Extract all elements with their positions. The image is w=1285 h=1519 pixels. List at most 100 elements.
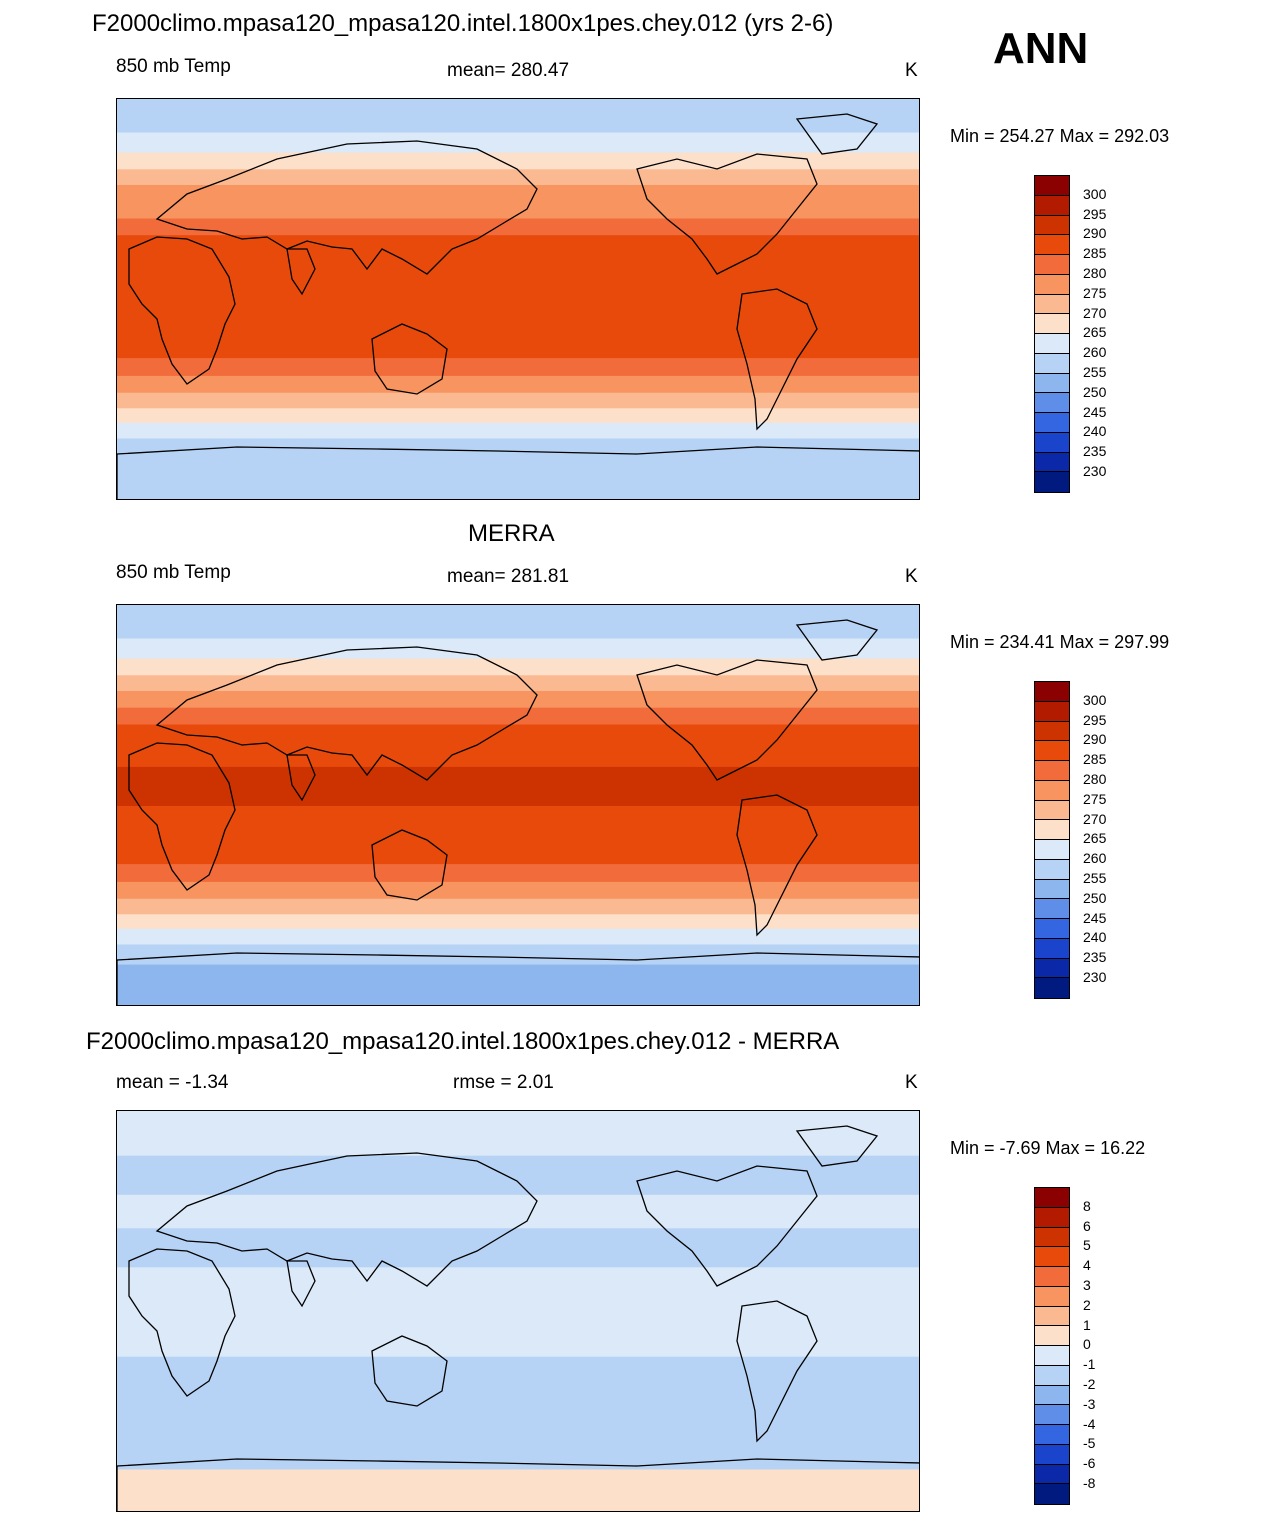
colorbar-segment: [1035, 1267, 1069, 1287]
field-band: [117, 1469, 919, 1511]
colorbar-segment: [1035, 1188, 1069, 1208]
colorbar-tick-label: 270: [1083, 810, 1107, 827]
coastline-australia: [371, 323, 448, 395]
panel-1-map: [116, 98, 920, 500]
field-band: [117, 335, 919, 359]
colorbar-segment: [1035, 958, 1069, 979]
field-band: [117, 1111, 919, 1157]
colorbar-tick-label: 4: [1083, 1257, 1091, 1274]
panel-3-title: F2000climo.mpasa120_mpasa120.intel.1800x…: [86, 1028, 840, 1055]
field-band: [117, 392, 919, 409]
colorbar-tick-label: 290: [1083, 731, 1107, 748]
coastline-greenland: [795, 113, 879, 155]
colorbar-segment: [1035, 919, 1069, 939]
colorbar-segment: [1035, 1425, 1069, 1445]
panel-1-units-label: K: [905, 60, 918, 81]
colorbar-tick-label: 265: [1083, 830, 1107, 847]
field-band: [117, 1228, 919, 1268]
coastline-north-america: [636, 659, 818, 781]
panel-2-land: [117, 619, 919, 1005]
colorbar-segment: [1035, 1326, 1069, 1346]
colorbar-tick-label: 250: [1083, 889, 1107, 906]
field-band: [117, 914, 919, 930]
panel-3-bands: [117, 1111, 919, 1511]
colorbar-segment: [1035, 879, 1069, 900]
colorbar-tick-label: 295: [1083, 205, 1107, 222]
colorbar-tick-label: 275: [1083, 284, 1107, 301]
colorbar-tick-label: 280: [1083, 265, 1107, 281]
colorbar-tick-label: 290: [1083, 225, 1107, 242]
panel-1-title: F2000climo.mpasa120_mpasa120.intel.1800x…: [92, 10, 834, 37]
panel-1-map-svg: [117, 99, 919, 499]
colorbar-tick-label: 285: [1083, 751, 1107, 768]
field-band: [117, 169, 919, 186]
field-band: [117, 458, 919, 499]
colorbar-segment: [1035, 294, 1069, 315]
colorbar-tick-label: 295: [1083, 711, 1107, 728]
colorbar-segment: [1035, 1207, 1069, 1228]
colorbar-segment: [1035, 761, 1069, 781]
colorbar-segment: [1035, 1346, 1069, 1366]
colorbar-tick-label: 245: [1083, 403, 1107, 420]
panel-3-map-svg: [117, 1111, 919, 1511]
panel-1-land: [117, 113, 919, 499]
field-band: [117, 841, 919, 865]
field-band: [117, 638, 919, 660]
colorbar-tick-label: 265: [1083, 324, 1107, 341]
colorbar-segment: [1035, 452, 1069, 473]
colorbar-tick-label: 270: [1083, 304, 1107, 321]
field-band: [117, 375, 919, 394]
colorbar-segment: [1035, 314, 1069, 334]
colorbar-segment: [1035, 859, 1069, 880]
colorbar-segment: [1035, 840, 1069, 860]
field-band: [117, 1267, 919, 1313]
colorbar-tick-label: -2: [1083, 1376, 1096, 1392]
field-band: [117, 964, 919, 1005]
colorbar-tick-label: 285: [1083, 245, 1107, 262]
field-band: [117, 766, 919, 807]
colorbar-segment: [1035, 1306, 1069, 1327]
coastline-north-america: [636, 1165, 818, 1287]
coastline-south-america: [736, 1300, 818, 1443]
panel-2-map-svg: [117, 605, 919, 1005]
colorbar-tick-label: 280: [1083, 771, 1107, 787]
coastline-india: [286, 1260, 316, 1308]
colorbar-segment: [1035, 432, 1069, 453]
coastline-eurasia: [155, 140, 538, 275]
coastline-africa: [128, 1248, 236, 1397]
field-band: [117, 1155, 919, 1196]
panel-3-rmse-label: rmse = 2.01: [453, 1072, 554, 1093]
field-band: [117, 724, 919, 742]
panel-2-minmax: Min = 234.41 Max = 297.99: [950, 632, 1170, 652]
field-band: [117, 675, 919, 692]
field-band: [117, 944, 919, 966]
colorbar-segment: [1035, 780, 1069, 801]
colorbar-segment: [1035, 1227, 1069, 1248]
field-band: [117, 1356, 919, 1402]
panel-3-minmax: Min = -7.69 Max = 16.22: [950, 1138, 1146, 1158]
colorbar-tick-label: 300: [1083, 691, 1107, 708]
field-band: [117, 422, 919, 439]
colorbar-segment: [1035, 1444, 1069, 1465]
panel-3-land: [117, 1125, 919, 1511]
field-band: [117, 99, 919, 133]
colorbar-segment: [1035, 353, 1069, 374]
colorbar-tick-label: 260: [1083, 344, 1107, 361]
colorbar-tick-label: 230: [1083, 463, 1107, 479]
colorbar-tick-label: 240: [1083, 929, 1107, 946]
field-band: [117, 152, 919, 170]
field-band: [117, 438, 919, 460]
panel-2-units-label: K: [905, 566, 918, 587]
colorbar-tick-label: 245: [1083, 909, 1107, 926]
colorbar-segment: [1035, 393, 1069, 413]
colorbar-segment: [1035, 741, 1069, 761]
field-band: [117, 185, 919, 203]
colorbar-segment: [1035, 1464, 1069, 1485]
coastline-antarctica: [117, 952, 919, 1005]
colorbar-segment: [1035, 215, 1069, 236]
field-band: [117, 235, 919, 262]
season-label: ANN: [993, 24, 1089, 73]
field-band: [117, 707, 919, 725]
colorbar-segment: [1035, 820, 1069, 840]
coastline-india: [286, 248, 316, 296]
